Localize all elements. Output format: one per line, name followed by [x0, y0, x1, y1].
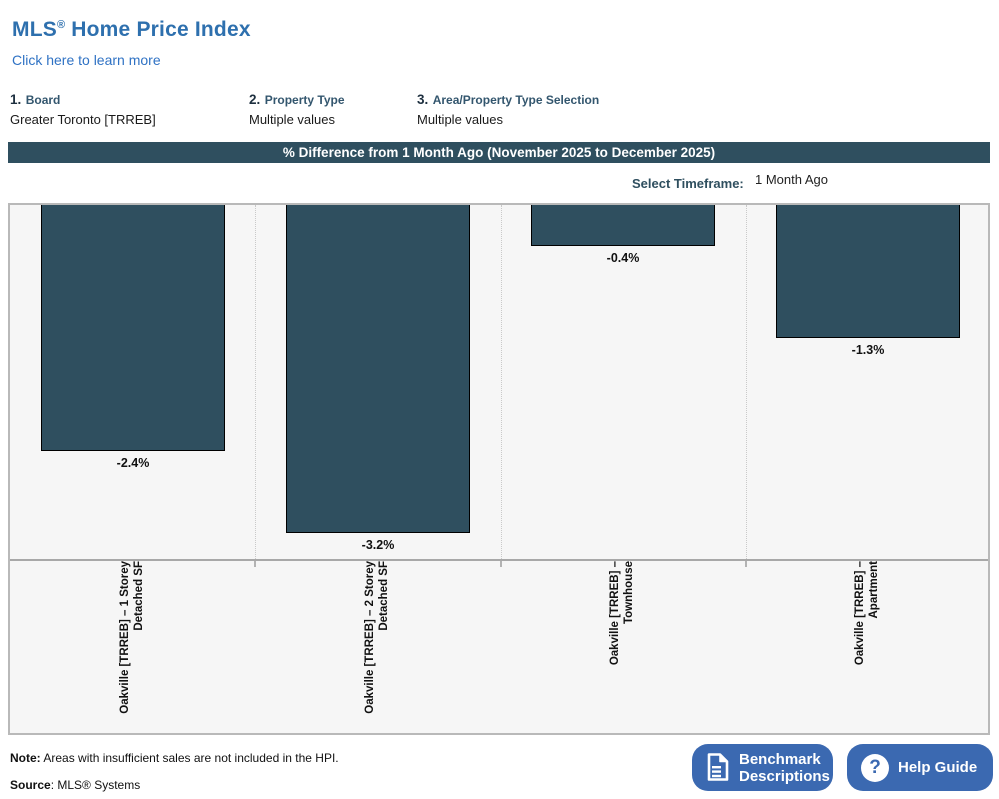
bar-2storey-detached[interactable] [286, 205, 470, 533]
learn-more-link[interactable]: Click here to learn more [12, 52, 161, 68]
x-axis-label: Oakville [TRREB] – 2 Storey Detached SF [364, 561, 390, 714]
filter-area-selection[interactable]: 3. Area/Property Type Selection Multiple… [417, 91, 599, 127]
x-axis-label: Oakville [TRREB] – Apartment [854, 561, 880, 666]
filter-board-value[interactable]: Greater Toronto [TRREB] [10, 112, 156, 127]
bar-townhouse[interactable] [531, 205, 715, 246]
document-icon [706, 753, 730, 782]
title-rest: Home Price Index [65, 18, 251, 41]
bar-value-label: -3.2% [361, 538, 395, 552]
registered-mark: ® [56, 19, 66, 31]
bar-value-label: -2.4% [116, 456, 150, 470]
help-guide-button-label: Help Guide [898, 759, 978, 776]
filter-property-type[interactable]: 2. Property Type Multiple values [249, 91, 345, 127]
filter-board-label: 1. Board [10, 92, 61, 107]
bar-apartment[interactable] [776, 205, 960, 338]
x-axis-label: Oakville [TRREB] – Townhouse [609, 561, 635, 666]
column-separator [746, 205, 747, 559]
title-brand: MLS [12, 18, 57, 41]
bar-value-label: -0.4% [606, 251, 640, 265]
x-axis-label: Oakville [TRREB] – 1 Storey Detached SF [119, 561, 145, 714]
timeframe-label: Select Timeframe: [632, 176, 744, 191]
page-title: MLS® Home Price Index [12, 18, 251, 42]
column-separator [501, 205, 502, 559]
help-guide-button[interactable]: ? Help Guide [847, 744, 993, 791]
column-separator [255, 205, 256, 559]
bar-chart: -2.4% -3.2% -0.4% -1.3% Oakville [TRREB]… [8, 203, 990, 735]
chart-title-banner: % Difference from 1 Month Ago (November … [8, 142, 990, 163]
filter-property-type-label: 2. Property Type [249, 92, 345, 107]
timeframe-dropdown[interactable]: 1 Month Ago [755, 172, 828, 187]
filter-property-type-value[interactable]: Multiple values [249, 112, 335, 127]
bar-value-label: -1.3% [851, 343, 885, 357]
source-text: Source: MLS® Systems [10, 778, 141, 792]
filter-area-selection-value[interactable]: Multiple values [417, 112, 503, 127]
filter-board[interactable]: 1. Board Greater Toronto [TRREB] [10, 91, 156, 127]
question-icon: ? [861, 753, 889, 782]
axis-tick [500, 561, 502, 567]
axis-tick [745, 561, 747, 567]
note-text: Note: Areas with insufficient sales are … [10, 751, 339, 765]
benchmark-descriptions-button-label: Benchmark Descriptions [739, 750, 830, 785]
x-axis-line [10, 559, 988, 561]
bar-1storey-detached[interactable] [41, 205, 225, 451]
benchmark-descriptions-button[interactable]: Benchmark Descriptions [692, 744, 833, 791]
axis-tick [254, 561, 256, 567]
filter-area-selection-label: 3. Area/Property Type Selection [417, 92, 600, 107]
